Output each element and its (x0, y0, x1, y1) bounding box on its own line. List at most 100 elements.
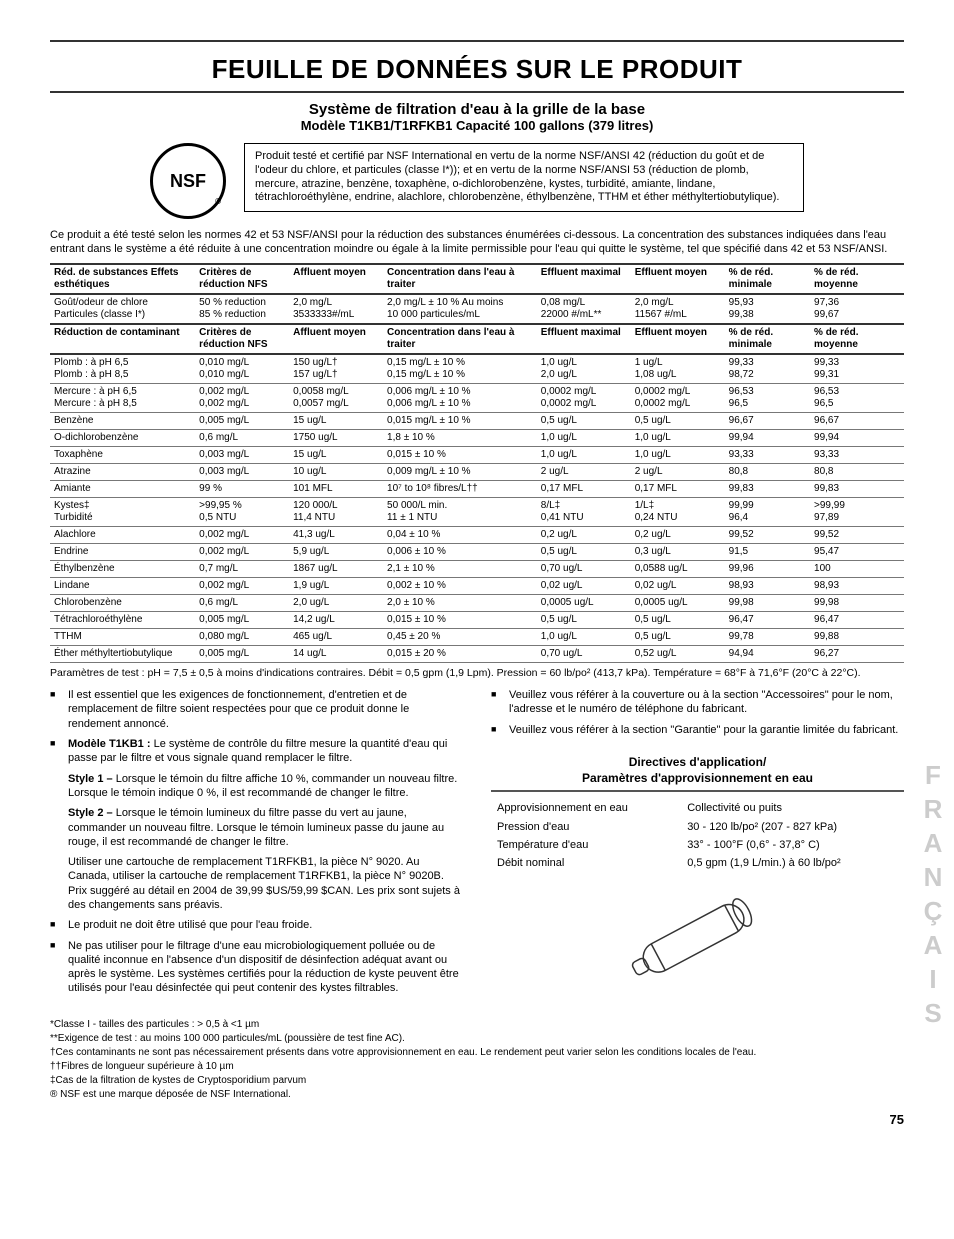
table-cell: 94,94 (725, 645, 810, 662)
table-cell: 1,0 ug/L (537, 446, 631, 463)
table-cell: 0,002 mg/L (195, 543, 289, 560)
table-cell: 1,0 ug/L (631, 429, 725, 446)
table-cell: 99,94 (810, 429, 904, 446)
table-cell: 0,5 ug/L (537, 543, 631, 560)
column-header: Effluent maximal (537, 264, 631, 294)
list-item: Modèle T1KB1 : Le système de contrôle du… (50, 737, 463, 766)
table-cell: 2,0 ug/L (289, 594, 383, 611)
table-cell: 99,83 (725, 480, 810, 497)
table-row: Tétrachloroéthylène0,005 mg/L14,2 ug/L0,… (50, 611, 904, 628)
table-cell: 96,47 (725, 611, 810, 628)
table-row: Amiante99 %101 MFL10⁷ to 10⁸ fibres/L††0… (50, 480, 904, 497)
table-cell: 30 - 120 lb/po² (207 - 827 kPa) (683, 819, 902, 835)
table-cell: 120 000/L11,4 NTU (289, 497, 383, 526)
table-cell: 0,3 ug/L (631, 543, 725, 560)
table-cell: Chlorobenzène (50, 594, 195, 611)
column-header: Critères de réduction NFS (195, 264, 289, 294)
column-header: Effluent maximal (537, 324, 631, 354)
table-cell: Débit nominal (493, 855, 681, 871)
table-cell: 0,17 MFL (537, 480, 631, 497)
table-cell: Éthylbenzène (50, 560, 195, 577)
table-cell: 5,9 ug/L (289, 543, 383, 560)
table-cell: 0,45 ± 20 % (383, 628, 537, 645)
right-column: Veuillez vous référer à la couverture ou… (491, 688, 904, 1002)
table-row: Plomb : à pH 6,5Plomb : à pH 8,50,010 mg… (50, 354, 904, 384)
table-cell: 0,0588 ug/L (631, 560, 725, 577)
table-row: Approvisionnement en eauCollectivité ou … (493, 800, 902, 816)
table-row: O-dichlorobenzène0,6 mg/L1750 ug/L1,8 ± … (50, 429, 904, 446)
table-cell: 0,70 ug/L (537, 645, 631, 662)
title-rule (50, 91, 904, 93)
table-cell: 2,0 ± 10 % (383, 594, 537, 611)
table-cell: 1,0 ug/L2,0 ug/L (537, 354, 631, 384)
table-row: Atrazine0,003 mg/L10 ug/L0,009 mg/L ± 10… (50, 463, 904, 480)
list-item: Veuillez vous référer à la couverture ou… (491, 688, 904, 717)
table-cell: 0,0005 ug/L (631, 594, 725, 611)
table-cell: 0,52 ug/L (631, 645, 725, 662)
footnote-line: ‡Cas de la filtration de kystes de Crypt… (50, 1074, 904, 1088)
table-row: Alachlore0,002 mg/L41,3 ug/L0,04 ± 10 %0… (50, 526, 904, 543)
table-cell: 0,02 ug/L (631, 577, 725, 594)
table-cell: 0,005 mg/L (195, 611, 289, 628)
table-cell: 1,8 ± 10 % (383, 429, 537, 446)
table-cell: 0,015 mg/L ± 10 % (383, 412, 537, 429)
table-row: TTHM0,080 mg/L465 ug/L0,45 ± 20 %1,0 ug/… (50, 628, 904, 645)
table-cell: 50 % reduction85 % reduction (195, 294, 289, 324)
table-row: Endrine0,002 mg/L5,9 ug/L0,006 ± 10 %0,5… (50, 543, 904, 560)
language-side-label: FRANÇAIS (917, 760, 948, 1032)
table-cell: 0,080 mg/L (195, 628, 289, 645)
table-cell: 0,002 ± 10 % (383, 577, 537, 594)
column-header: Concentration dans l'eau à traiter (383, 264, 537, 294)
table-cell: 465 ug/L (289, 628, 383, 645)
column-header: Effluent moyen (631, 264, 725, 294)
table-row: Benzène0,005 mg/L15 ug/L0,015 mg/L ± 10 … (50, 412, 904, 429)
column-header: Concentration dans l'eau à traiter (383, 324, 537, 354)
table-cell: Alachlore (50, 526, 195, 543)
table-cell: 2,0 mg/L ± 10 % Au moins10 000 particule… (383, 294, 537, 324)
table-cell: Endrine (50, 543, 195, 560)
table-cell: 0,003 mg/L (195, 446, 289, 463)
table-cell: Plomb : à pH 6,5Plomb : à pH 8,5 (50, 354, 195, 384)
table-cell: 0,7 mg/L (195, 560, 289, 577)
table-cell: 0,17 MFL (631, 480, 725, 497)
table-cell: 0,015 ± 10 % (383, 611, 537, 628)
column-header: Affluent moyen (289, 264, 383, 294)
table-cell: 99,3398,72 (725, 354, 810, 384)
table-cell: 1,0 ug/L (537, 628, 631, 645)
table-cell: 1,9 ug/L (289, 577, 383, 594)
table-cell: 1,0 ug/L (537, 429, 631, 446)
nsf-logo-icon: NSF ® (150, 143, 226, 219)
table-cell: 33° - 100°F (0,6° - 37,8° C) (683, 837, 902, 853)
footnotes: *Classe I - tailles des particules : > 0… (50, 1018, 904, 1102)
table-cell: 10⁷ to 10⁸ fibres/L†† (383, 480, 537, 497)
certification-row: NSF ® Produit testé et certifié par NSF … (50, 143, 904, 219)
table-cell: 0,006 mg/L ± 10 %0,006 mg/L ± 10 % (383, 383, 537, 412)
column-header: Affluent moyen (289, 324, 383, 354)
table-cell: 93,33 (810, 446, 904, 463)
certification-text: Produit testé et certifié par NSF Intern… (244, 143, 804, 212)
table-cell: 0,02 ug/L (537, 577, 631, 594)
table-cell: 0,0002 mg/L0,0002 mg/L (631, 383, 725, 412)
left-bullet-list: Il est essentiel que les exigences de fo… (50, 688, 463, 996)
table-cell: 0,015 ± 20 % (383, 645, 537, 662)
table-cell: 15 ug/L (289, 446, 383, 463)
table-cell: 41,3 ug/L (289, 526, 383, 543)
table-row: Lindane0,002 mg/L1,9 ug/L0,002 ± 10 %0,0… (50, 577, 904, 594)
table-cell: 0,015 ± 10 % (383, 446, 537, 463)
page-number: 75 (50, 1112, 904, 1127)
table-cell: 0,70 ug/L (537, 560, 631, 577)
table-row: Mercure : à pH 6,5Mercure : à pH 8,50,00… (50, 383, 904, 412)
table-cell: Tétrachloroéthylène (50, 611, 195, 628)
table-row: Éther méthyltertiobutylique0,005 mg/L14 … (50, 645, 904, 662)
subtitle-model: Modèle T1KB1/T1RFKB1 Capacité 100 gallon… (50, 118, 904, 133)
table-cell: 0,002 mg/L (195, 577, 289, 594)
table-cell: 99,88 (810, 628, 904, 645)
table-cell: 95,47 (810, 543, 904, 560)
table-cell: 2,0 mg/L3533333#/mL (289, 294, 383, 324)
table-cell: Température d'eau (493, 837, 681, 853)
table-cell: Atrazine (50, 463, 195, 480)
column-header: Réd. de substances Effets esthétiques (50, 264, 195, 294)
table-cell: Approvisionnement en eau (493, 800, 681, 816)
footnote-line: ††Fibres de longueur supérieure à 10 µm (50, 1060, 904, 1074)
table-cell: 0,15 mg/L ± 10 %0,15 mg/L ± 10 % (383, 354, 537, 384)
